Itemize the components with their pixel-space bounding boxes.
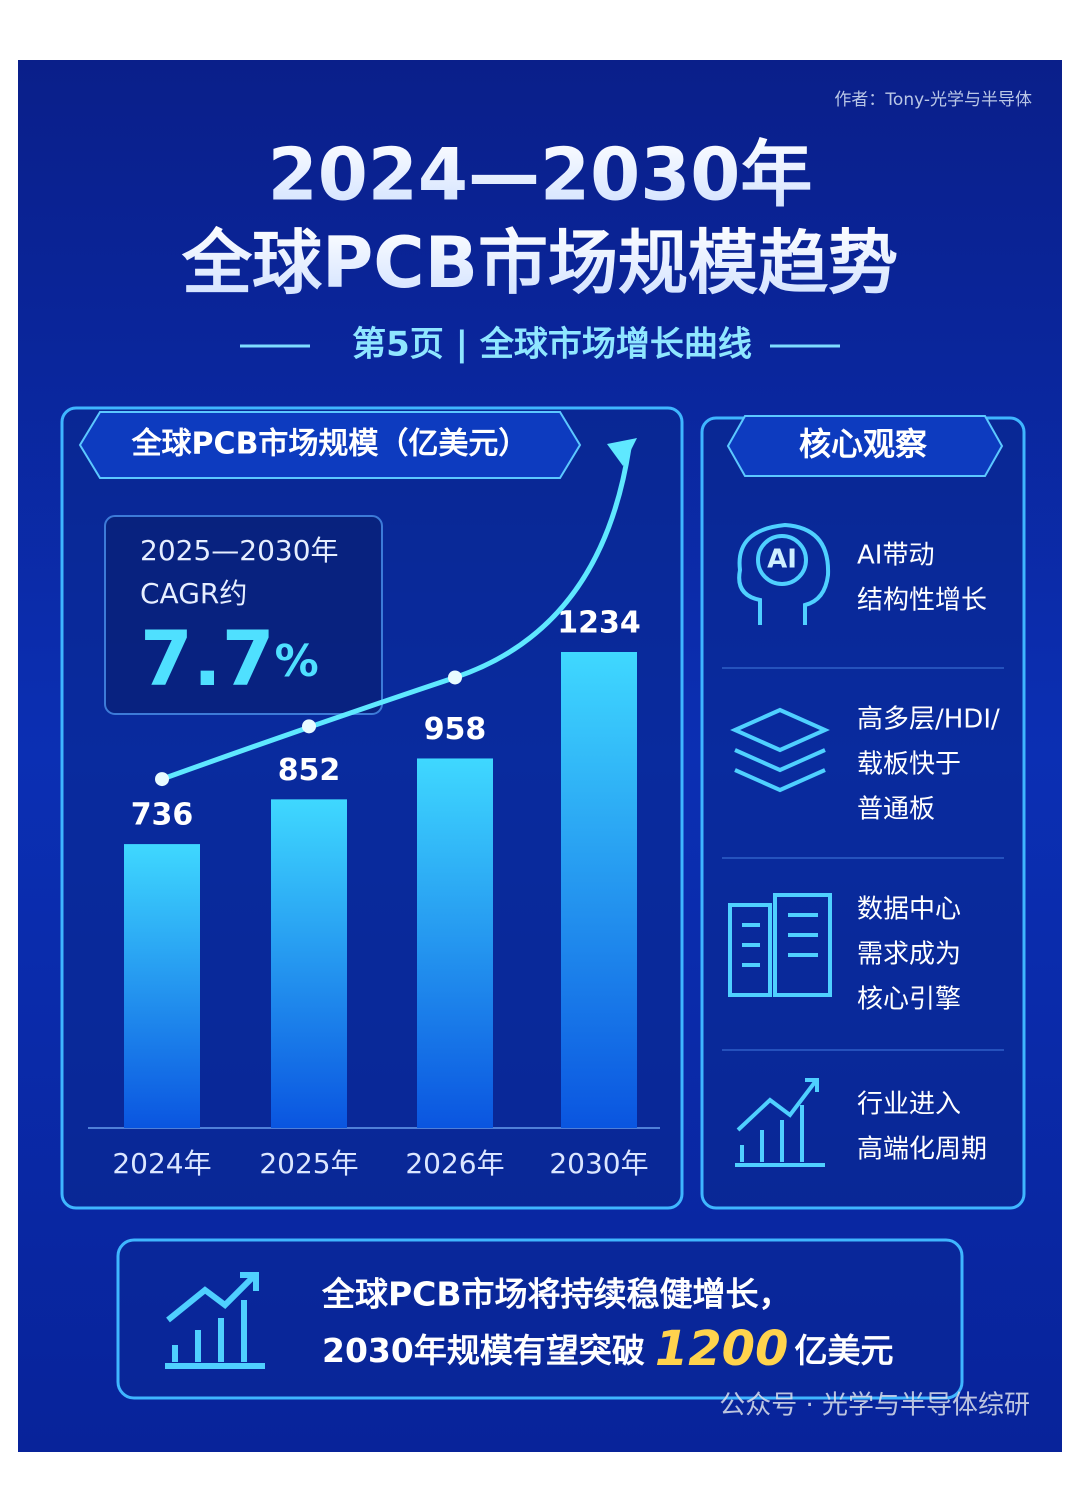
value-label: 1234 <box>557 606 641 641</box>
cagr-value: 7.7% <box>140 614 319 703</box>
bar <box>417 758 493 1128</box>
observation-text: 行业进入 <box>857 1090 961 1120</box>
conclusion-highlight: 1200 <box>655 1321 789 1377</box>
value-label: 958 <box>424 712 487 747</box>
observation-list: AI带动结构性增长高多层/HDI/载板快于普通板数据中心需求成为核心引擎行业进入… <box>857 541 1000 1165</box>
trend-icon <box>736 1078 819 1132</box>
icons <box>728 522 832 1167</box>
observation-title-tab <box>726 415 1004 477</box>
conclusion-line1: 全球PCB市场将持续稳健增长， <box>321 1275 792 1314</box>
trend-dot <box>155 772 169 787</box>
observation-text: 数据中心 <box>857 895 961 925</box>
x-tick-label: 2026年 <box>405 1147 504 1180</box>
cagr-line2: CAGR约 <box>140 577 247 610</box>
trend-dot <box>302 719 316 734</box>
observation-text: 普通板 <box>857 795 935 825</box>
subtitle: 第5页 | 全球市场增长曲线 <box>352 325 752 365</box>
observation-text: 高多层/HDI/ <box>857 705 1000 735</box>
observation-text: AI带动 <box>857 541 934 571</box>
observation-text: 需求成为 <box>857 940 961 970</box>
trend-dot <box>448 670 462 685</box>
head-icon <box>737 522 831 625</box>
x-tick-label: 2030年 <box>549 1147 648 1180</box>
ai-icon-label: AI <box>767 545 797 575</box>
bar <box>124 844 200 1128</box>
layers-icon <box>730 707 830 793</box>
value-label: 736 <box>131 798 194 833</box>
x-tick-label: 2025年 <box>259 1147 358 1180</box>
chart: 736 2024年 852 2025年 958 2026年 1234 2030年 <box>112 438 649 1180</box>
observation-text: 核心引擎 <box>857 985 961 1015</box>
observation-text: 载板快于 <box>857 750 961 780</box>
observation-text: 结构性增长 <box>857 586 987 616</box>
conclusion-box <box>116 1238 964 1400</box>
observation-title: 核心观察 <box>799 425 927 463</box>
title-line2: 全球PCB市场规模趋势 <box>181 222 898 304</box>
bar <box>271 799 347 1128</box>
watermark: 公众号 · 光学与半导体综研 <box>719 1391 1030 1421</box>
conclusion-line2: 2030年规模有望突破 1200 亿美元 <box>322 1321 893 1377</box>
cagr-box <box>104 515 383 715</box>
server-icon <box>773 893 832 997</box>
title-line1: 2024—2030年 <box>268 133 813 217</box>
conclusion-suffix: 亿美元 <box>794 1331 893 1370</box>
bar <box>561 652 637 1128</box>
chart-title-tab <box>78 411 582 479</box>
cagr-number: 7.7 <box>140 614 275 703</box>
cagr-line1: 2025—2030年 <box>140 534 339 567</box>
dividers <box>722 667 1004 1051</box>
chart-title: 全球PCB市场规模（亿美元） <box>131 427 529 462</box>
author: 作者：Tony-光学与半导体 <box>834 90 1032 110</box>
observation-text: 高端化周期 <box>857 1135 987 1165</box>
conclusion-prefix: 2030年规模有望突破 <box>322 1331 645 1370</box>
value-label: 852 <box>278 753 341 788</box>
trend-arrowhead <box>607 438 637 466</box>
x-tick-label: 2024年 <box>112 1147 211 1180</box>
conclusion-icon <box>165 1272 265 1369</box>
cagr-unit: % <box>275 636 319 687</box>
